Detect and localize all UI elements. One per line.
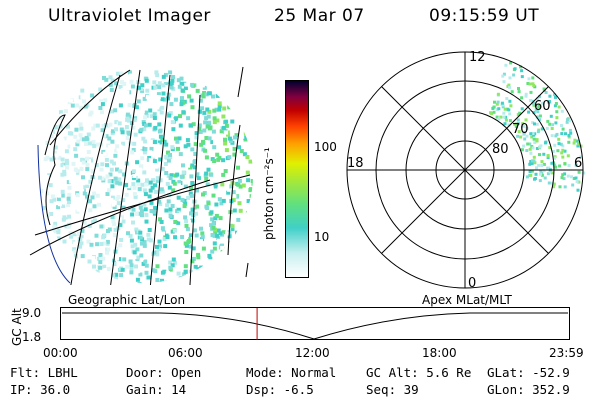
polar-mlat-mlt-plot: 12 0 18 6 60 70 80 <box>346 50 586 291</box>
lat-label-70: 70 <box>512 122 529 137</box>
timeline-left-label: Geographic Lat/Lon <box>68 293 186 307</box>
mlt-label-0: 0 <box>468 276 476 291</box>
geographic-image-panel <box>29 66 253 285</box>
altitude-timeline <box>60 307 570 340</box>
lat-label-60: 60 <box>534 99 551 114</box>
time-label: 09:15:59 UT <box>429 6 540 26</box>
glon-readout: GLon: 352.9 <box>487 382 570 397</box>
timeline-ymax-label: 9.0 <box>22 306 42 320</box>
ip-readout: IP: 36.0 <box>10 382 71 397</box>
mode-readout: Mode: Normal <box>246 365 337 380</box>
timeline-tick-1800: 18:00 <box>422 346 457 360</box>
colorbar-tick-10: 10 <box>314 230 330 244</box>
date-label: 25 Mar 07 <box>274 6 365 26</box>
timeline-right-label: Apex MLat/MLT <box>422 293 512 307</box>
seq-readout: Seq: 39 <box>366 382 419 397</box>
colorbar <box>285 80 309 278</box>
timeline-tick-1200: 12:00 <box>295 346 330 360</box>
door-readout: Door: Open <box>126 365 202 380</box>
instrument-title: Ultraviolet Imager <box>48 6 211 26</box>
altitude-curve <box>62 312 568 340</box>
mlt-label-6: 6 <box>574 156 582 171</box>
glat-readout: GLat: -52.9 <box>487 365 570 380</box>
mlt-label-12: 12 <box>469 50 486 65</box>
dsp-readout: Dsp: -6.5 <box>246 382 314 397</box>
globe-edge-tick <box>237 66 244 98</box>
colorbar-units-label: photon cm⁻²s⁻¹ <box>262 147 276 240</box>
filter-readout: Flt: LBHL <box>10 365 78 380</box>
colorbar-tick-100: 100 <box>314 140 337 154</box>
gain-readout: Gain: 14 <box>126 382 187 397</box>
timeline-tick-0600: 06:00 <box>168 346 203 360</box>
lat-label-80: 80 <box>492 142 509 157</box>
polar-aurora-emission <box>489 61 586 192</box>
mlt-label-18: 18 <box>347 156 364 171</box>
gc-alt-readout: GC Alt: 5.6 Re <box>366 365 472 380</box>
timeline-ymin-label: 1.8 <box>22 330 42 344</box>
timeline-tick-0000: 00:00 <box>43 346 78 360</box>
lat-lon-grid <box>29 69 251 285</box>
timeline-tick-2359: 23:59 <box>549 346 584 360</box>
aurora-emission-globe <box>37 67 253 283</box>
